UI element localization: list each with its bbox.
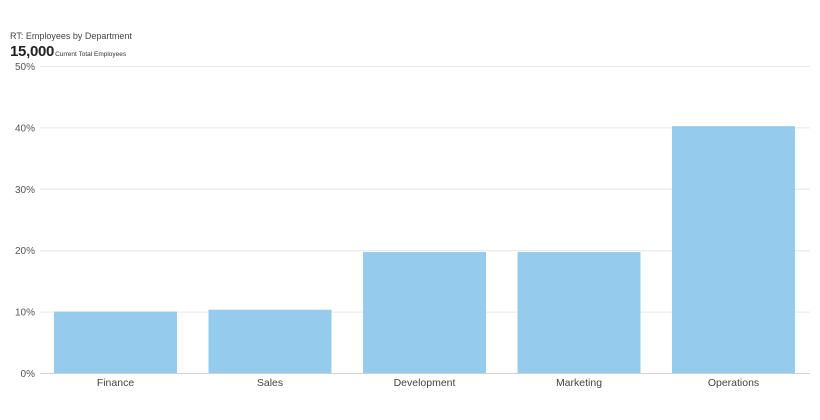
x-tick-label: Finance: [97, 377, 135, 389]
chart-header: RT: Employees by Department 15,000 Curre…: [10, 30, 132, 60]
bar-development[interactable]: [363, 252, 486, 373]
y-tick-label: 20%: [15, 246, 35, 257]
x-tick-label: Operations: [708, 377, 759, 389]
kpi-label: Current Total Employees: [55, 51, 127, 58]
y-axis-ticks: 0% 10% 20% 30% 40% 50%: [15, 62, 35, 380]
kpi-row: 15,000 Current Total Employees: [10, 43, 132, 60]
x-tick-label: Marketing: [556, 377, 602, 389]
y-tick-label: 40%: [15, 123, 35, 134]
x-tick-label: Development: [394, 377, 456, 389]
y-tick-label: 0%: [21, 369, 36, 380]
kpi-value: 15,000: [10, 43, 55, 60]
y-tick-label: 30%: [15, 185, 35, 196]
bar-finance[interactable]: [54, 311, 177, 373]
y-tick-label: 10%: [15, 308, 35, 319]
bar-sales[interactable]: [208, 309, 332, 373]
x-axis-labels: Finance Sales Development Marketing Operatio…: [97, 377, 759, 389]
bar-marketing[interactable]: [517, 252, 641, 373]
x-tick-label: Sales: [257, 377, 283, 389]
bars: [54, 126, 795, 373]
y-tick-label: 50%: [15, 62, 35, 73]
bar-operations[interactable]: [672, 126, 795, 373]
chart-title: RT: Employees by Department: [10, 31, 132, 41]
